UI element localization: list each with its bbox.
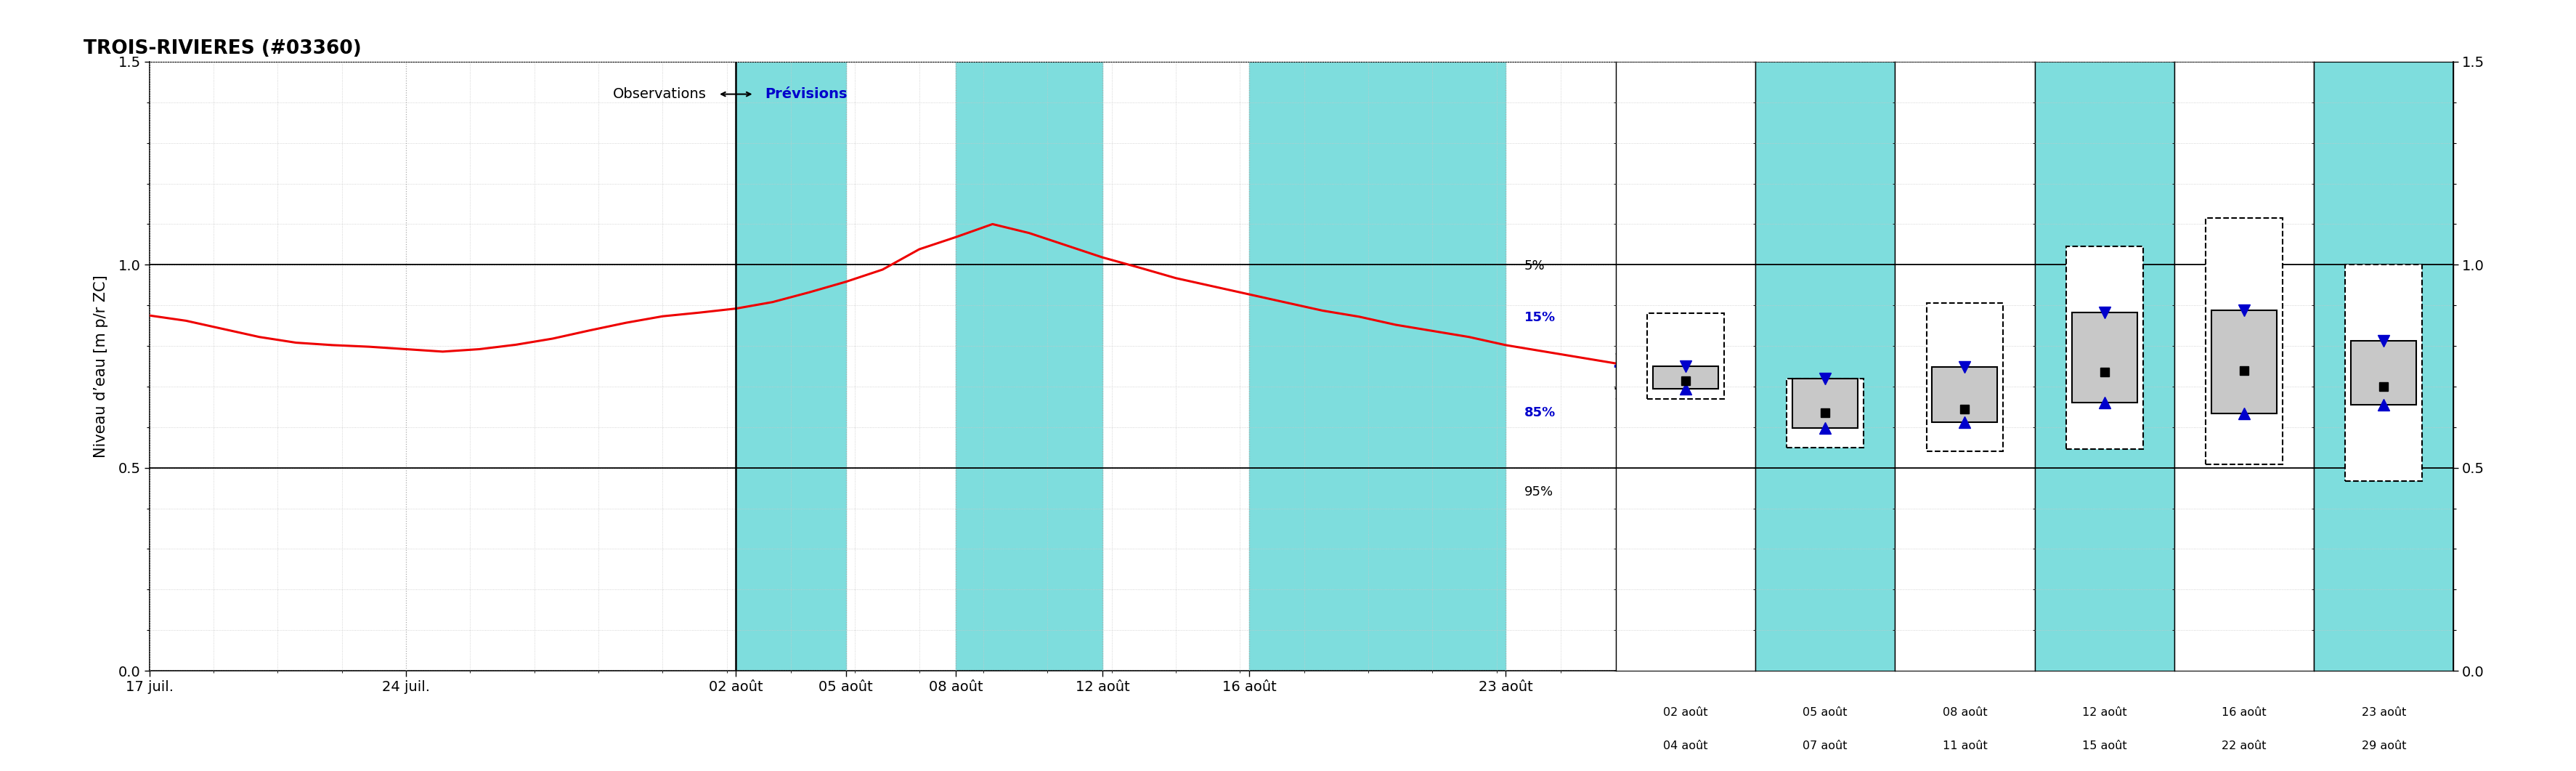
- Bar: [1249, 62, 1507, 671]
- Text: 07 août: 07 août: [1803, 741, 1847, 752]
- Y-axis label: Niveau d’eau [m p/r ZC]: Niveau d’eau [m p/r ZC]: [93, 274, 108, 458]
- Text: 11 août: 11 août: [1942, 741, 1986, 752]
- Text: 16 août: 16 août: [2221, 707, 2267, 719]
- Text: 5%: 5%: [1525, 260, 1546, 273]
- Text: 29 août: 29 août: [2362, 741, 2406, 752]
- Bar: [2066, 247, 2143, 449]
- Bar: [2344, 264, 2421, 481]
- Bar: [2071, 312, 2138, 402]
- Bar: [1932, 367, 1996, 423]
- Text: Observations: Observations: [613, 87, 706, 101]
- Text: 15%: 15%: [1525, 311, 1556, 324]
- Text: 95%: 95%: [1525, 486, 1553, 499]
- Bar: [956, 62, 1103, 671]
- Bar: [1654, 366, 1718, 389]
- Text: 15 août: 15 août: [2081, 741, 2128, 752]
- Text: 12 août: 12 août: [2081, 707, 2128, 719]
- Bar: [2352, 341, 2416, 405]
- Bar: [1788, 379, 1862, 447]
- Bar: [737, 62, 845, 671]
- Text: 85%: 85%: [1525, 406, 1556, 419]
- Bar: [1927, 303, 2004, 452]
- Text: 23 août: 23 août: [2362, 707, 2406, 719]
- Bar: [1646, 314, 1723, 399]
- Bar: [1793, 379, 1857, 428]
- Text: Prévisions: Prévisions: [765, 87, 848, 101]
- Text: 05 août: 05 août: [1803, 707, 1847, 719]
- Text: 22 août: 22 août: [2221, 741, 2267, 752]
- Text: 04 août: 04 août: [1664, 741, 1708, 752]
- Text: TROIS-RIVIERES (#03360): TROIS-RIVIERES (#03360): [82, 39, 361, 58]
- Text: 08 août: 08 août: [1942, 707, 1986, 719]
- Text: 02 août: 02 août: [1664, 707, 1708, 719]
- Bar: [2205, 218, 2282, 464]
- Bar: [2210, 310, 2277, 413]
